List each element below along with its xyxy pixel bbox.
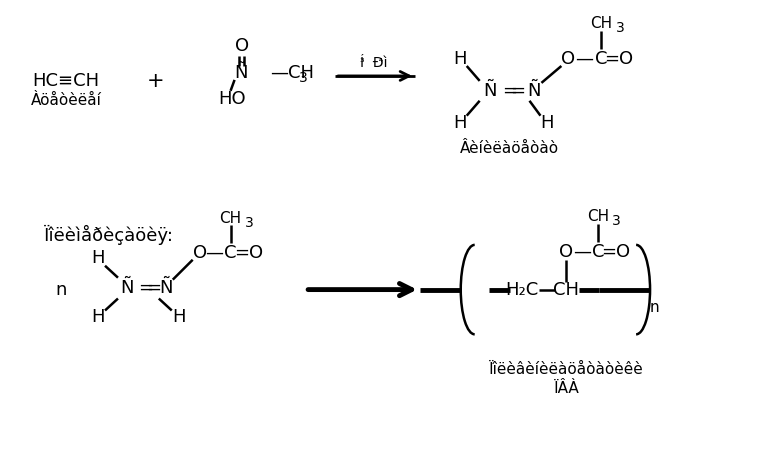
Text: HO: HO xyxy=(219,90,246,108)
Text: H: H xyxy=(91,249,105,267)
Text: —: — xyxy=(573,243,591,261)
Text: O: O xyxy=(193,244,207,262)
Text: H₂C: H₂C xyxy=(505,281,538,299)
Text: H: H xyxy=(453,114,466,132)
Text: =: = xyxy=(138,279,153,297)
Text: C: C xyxy=(225,244,237,262)
Text: HC≡CH: HC≡CH xyxy=(33,72,99,90)
Text: =: = xyxy=(502,82,517,100)
Text: —: — xyxy=(575,50,594,68)
Text: =O: =O xyxy=(601,243,631,261)
Text: =O: =O xyxy=(234,244,263,262)
Text: Í  Ðì: Í Ðì xyxy=(361,56,388,70)
Text: 3: 3 xyxy=(299,71,308,85)
Text: CH: CH xyxy=(220,211,242,225)
Text: CH: CH xyxy=(553,281,580,299)
Text: n: n xyxy=(650,300,659,315)
Text: H: H xyxy=(453,50,466,68)
Text: Ñ: Ñ xyxy=(120,279,134,297)
Text: Âèíèëàöåòàò: Âèíèëàöåòàò xyxy=(460,141,559,156)
Text: CH: CH xyxy=(587,208,609,224)
Text: O: O xyxy=(559,243,573,261)
Text: —: — xyxy=(206,244,224,262)
Text: ÏÂÀ: ÏÂÀ xyxy=(553,382,579,396)
Text: =: = xyxy=(146,279,162,297)
Text: 3: 3 xyxy=(616,21,625,35)
Text: H: H xyxy=(91,308,105,326)
Text: Ïîëèâèíèëàöåòàòèêè: Ïîëèâèíèëàöåòàòèêè xyxy=(489,361,643,377)
Text: —CH: —CH xyxy=(270,64,315,82)
Text: Ñ: Ñ xyxy=(234,64,247,82)
Text: Ïîëèìåðèçàöèÿ:: Ïîëèìåðèçàöèÿ: xyxy=(44,225,174,245)
Text: C: C xyxy=(592,243,605,261)
Text: +: + xyxy=(147,71,165,91)
Text: ³    ⁴: ³ ⁴ xyxy=(353,58,383,68)
Text: Ñ: Ñ xyxy=(483,82,497,100)
Text: O: O xyxy=(561,50,576,68)
Text: CH: CH xyxy=(591,16,612,31)
Text: H: H xyxy=(172,308,186,326)
Text: 3: 3 xyxy=(245,216,254,230)
Text: O: O xyxy=(235,37,249,55)
Text: Ñ: Ñ xyxy=(528,82,542,100)
Text: =O: =O xyxy=(605,50,634,68)
Text: 3: 3 xyxy=(611,214,621,228)
Text: n: n xyxy=(55,281,67,299)
Text: =: = xyxy=(510,82,525,100)
Text: Àöåòèëåí: Àöåòèëåí xyxy=(31,93,102,108)
Text: Ñ: Ñ xyxy=(159,279,172,297)
Text: C: C xyxy=(595,50,608,68)
Text: H: H xyxy=(541,114,554,132)
